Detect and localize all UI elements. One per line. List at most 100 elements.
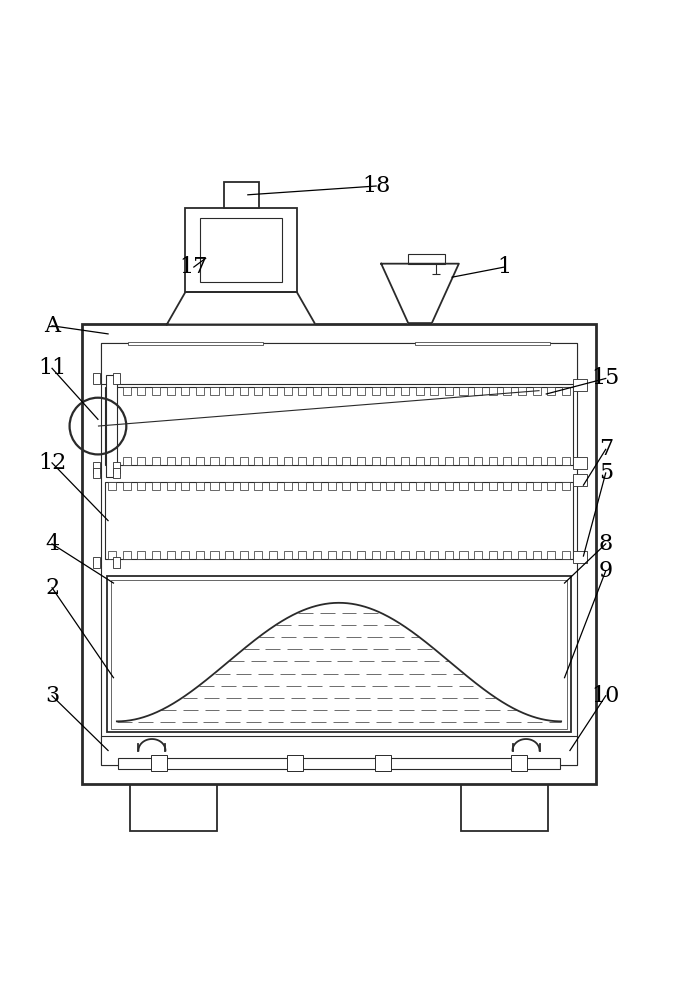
Bar	[445, 457, 453, 465]
Bar	[357, 457, 365, 465]
Bar	[129, 784, 218, 831]
Bar	[342, 457, 351, 465]
Bar	[533, 551, 541, 559]
Bar	[401, 457, 409, 465]
Bar	[113, 468, 120, 478]
Bar	[430, 551, 438, 559]
Bar	[298, 551, 306, 559]
Bar	[210, 482, 218, 490]
Bar	[167, 482, 175, 490]
Bar	[518, 551, 526, 559]
Bar	[342, 387, 351, 395]
Text: 9: 9	[599, 560, 613, 582]
Bar	[298, 457, 306, 465]
Bar	[111, 580, 567, 729]
Bar	[357, 482, 365, 490]
Bar	[511, 755, 527, 771]
Bar	[562, 457, 570, 465]
Bar	[547, 457, 555, 465]
Bar	[283, 387, 292, 395]
Polygon shape	[381, 264, 459, 323]
Bar	[327, 482, 336, 490]
Bar	[108, 387, 116, 395]
Bar	[503, 482, 511, 490]
Bar	[196, 482, 204, 490]
Bar	[254, 551, 262, 559]
Bar	[93, 557, 100, 568]
Bar	[372, 457, 380, 465]
Bar	[357, 551, 365, 559]
Bar	[298, 482, 306, 490]
Bar	[240, 387, 248, 395]
Bar	[113, 373, 120, 384]
Bar	[313, 387, 321, 395]
Bar	[430, 482, 438, 490]
Text: 4: 4	[45, 533, 59, 555]
Bar	[573, 457, 587, 469]
Text: 11: 11	[38, 357, 66, 379]
Bar	[547, 551, 555, 559]
Bar	[430, 457, 438, 465]
Bar	[416, 551, 424, 559]
Bar	[269, 482, 277, 490]
Bar	[101, 343, 577, 384]
Bar	[401, 482, 409, 490]
Bar	[287, 755, 303, 771]
Bar	[269, 387, 277, 395]
Bar	[225, 457, 233, 465]
Text: 5: 5	[599, 462, 613, 484]
Polygon shape	[167, 292, 315, 324]
Text: 2: 2	[45, 577, 59, 599]
Bar	[533, 387, 541, 395]
Bar	[313, 482, 321, 490]
Text: 3: 3	[45, 685, 59, 707]
Text: 8: 8	[599, 533, 613, 555]
Bar	[123, 457, 131, 465]
Bar	[460, 784, 549, 831]
Bar	[460, 387, 468, 395]
Bar	[518, 387, 526, 395]
Bar	[342, 551, 351, 559]
Bar	[445, 387, 453, 395]
Text: 15: 15	[592, 367, 620, 389]
Bar	[283, 482, 292, 490]
Bar	[167, 457, 175, 465]
Bar	[225, 387, 233, 395]
Bar	[489, 457, 497, 465]
Bar	[386, 482, 395, 490]
Bar	[254, 482, 262, 490]
Bar	[372, 387, 380, 395]
Bar	[416, 457, 424, 465]
Bar	[573, 474, 587, 486]
Bar	[445, 551, 453, 559]
Bar	[313, 551, 321, 559]
Bar	[137, 457, 145, 465]
Bar	[210, 387, 218, 395]
Bar	[401, 387, 409, 395]
Bar	[196, 551, 204, 559]
Bar	[533, 457, 541, 465]
Bar	[240, 551, 248, 559]
Text: 17: 17	[180, 256, 208, 278]
Bar	[104, 387, 574, 465]
Bar	[573, 379, 587, 391]
Bar	[106, 576, 572, 732]
Bar	[269, 457, 277, 465]
Bar	[93, 468, 100, 478]
Bar	[518, 457, 526, 465]
Bar	[489, 387, 497, 395]
Bar	[474, 551, 482, 559]
Bar	[181, 482, 189, 490]
Bar	[167, 551, 175, 559]
Bar	[562, 551, 570, 559]
Bar	[533, 482, 541, 490]
Bar	[283, 457, 292, 465]
Bar	[460, 551, 468, 559]
Bar	[416, 387, 424, 395]
Bar	[108, 482, 116, 490]
Bar	[503, 457, 511, 465]
Bar	[269, 551, 277, 559]
Bar	[152, 457, 160, 465]
Bar	[196, 457, 204, 465]
Bar	[445, 482, 453, 490]
